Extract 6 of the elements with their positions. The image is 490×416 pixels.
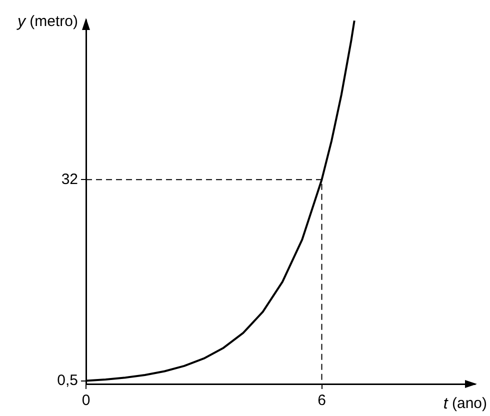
y-tick-label: 32 [61,170,78,188]
x-tick-label: 0 [82,392,90,410]
y-tick-label: 0,5 [57,372,78,389]
x-axis-title: t (ano) [443,395,488,412]
x-tick-label: 6 [318,392,326,410]
y-axis-title: y (metro) [16,13,78,30]
